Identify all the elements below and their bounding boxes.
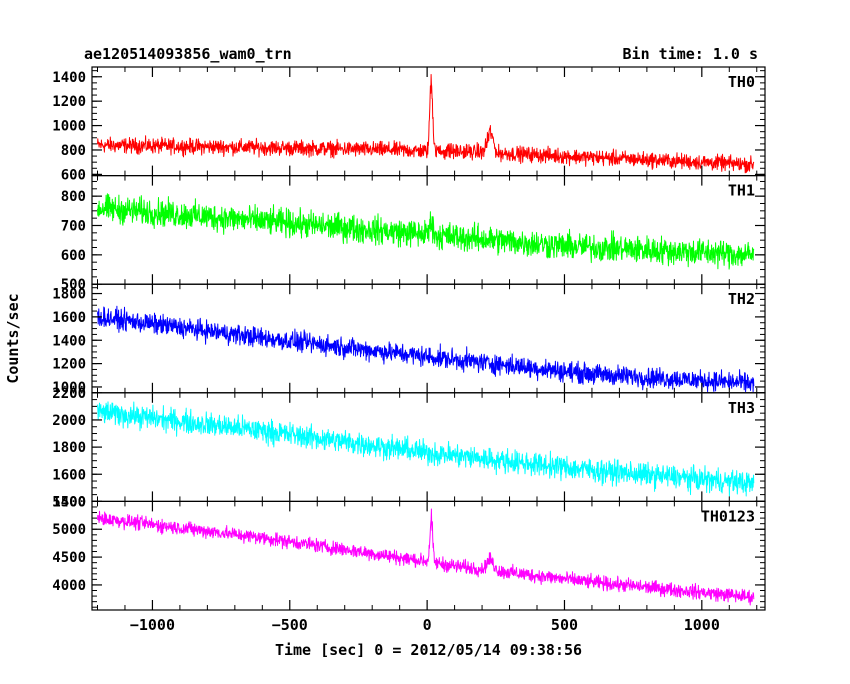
series-label-th1: TH1	[728, 182, 755, 200]
series-label-th0: TH0	[728, 73, 755, 91]
y-tick-label: 1600	[52, 310, 86, 326]
y-tick-label: 800	[61, 189, 86, 205]
x-axis-label: Time [sec] 0 = 2012/05/14 09:38:56	[275, 641, 582, 659]
series-line-th0	[97, 74, 755, 174]
y-tick-label: 1400	[52, 333, 86, 349]
y-tick-label: 1600	[52, 467, 86, 483]
x-tick-label: −500	[272, 616, 308, 634]
y-tick-label: 1400	[52, 494, 86, 510]
y-tick-label: 800	[61, 143, 86, 159]
y-tick-label: 1800	[52, 440, 86, 456]
y-tick-label: 700	[61, 218, 86, 234]
y-tick-label: 5500	[52, 494, 86, 510]
y-axis-label: Counts/sec	[4, 293, 22, 383]
y-tick-label: 4500	[52, 550, 86, 566]
x-tick-label: 500	[551, 616, 578, 634]
y-tick-label: 500	[61, 277, 86, 293]
series-line-th0123	[97, 508, 755, 606]
x-tick-label: 1000	[684, 616, 720, 634]
series-label-th2: TH2	[728, 290, 755, 308]
series-line-th1	[97, 193, 755, 270]
y-tick-label: 2200	[52, 386, 86, 402]
series-line-th3	[97, 401, 755, 497]
y-tick-label: 1000	[52, 380, 86, 396]
series-line-th2	[97, 305, 755, 393]
series-label-th3: TH3	[728, 399, 755, 417]
series-label-th0123: TH0123	[701, 507, 755, 525]
y-tick-label: 600	[61, 167, 86, 183]
y-tick-label: 600	[61, 248, 86, 264]
panel-frame-th0123	[91, 500, 766, 611]
y-tick-label: 1200	[52, 94, 86, 110]
y-tick-label: 4000	[52, 578, 86, 594]
bin-time-label: Bin time: 1.0 s	[622, 45, 758, 63]
x-tick-label: 0	[423, 616, 432, 634]
chart-title: ae120514093856_wam0_trn	[84, 45, 292, 63]
y-tick-label: 2000	[52, 413, 86, 429]
y-tick-label: 1200	[52, 357, 86, 373]
y-tick-label: 5000	[52, 522, 86, 538]
y-tick-label: 1000	[52, 119, 86, 135]
panel-frame-th3	[91, 392, 766, 502]
y-tick-label: 1400	[52, 70, 86, 86]
x-tick-label: −1000	[130, 616, 175, 634]
y-tick-label: 1800	[52, 287, 86, 303]
